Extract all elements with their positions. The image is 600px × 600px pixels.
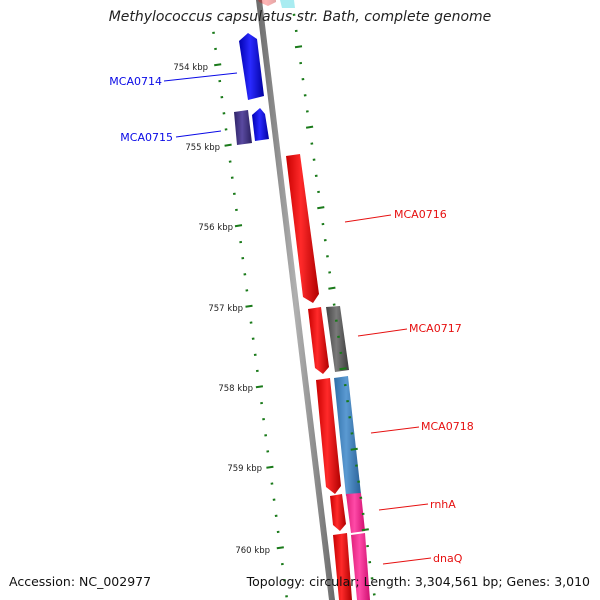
accession-text: Accession: NC_002977 (9, 574, 152, 589)
left-scale-major-tick (214, 63, 222, 67)
tick-marks-right (292, 13, 376, 596)
right-scale-major-tick (294, 45, 303, 49)
gene-arrow-mca0718[interactable] (316, 378, 341, 494)
tick-label-755kbp: 755 kbp (185, 143, 220, 153)
genome-title: Methylococcus capsulatus str. Bath, comp… (108, 9, 492, 25)
gene-label-mca0717[interactable]: MCA0717 (409, 322, 462, 335)
tick-label-754kbp: 754 kbp (173, 63, 208, 73)
right-scale-major-tick (361, 528, 369, 532)
right-scale-major-tick (317, 206, 325, 210)
gene-arrow-mca0718-steelblue[interactable] (334, 376, 361, 496)
right-scale-major-tick (350, 447, 358, 451)
gene-label-mca0716[interactable]: MCA0716 (394, 208, 447, 221)
gene-arrow-mca0715-purple[interactable] (234, 110, 252, 145)
left-scale-major-tick (266, 465, 274, 469)
label-line-mca0717 (357, 328, 408, 337)
left-scale-major-tick (255, 385, 264, 389)
gene-arrow-mca0715[interactable] (252, 108, 269, 141)
right-scale-major-tick (328, 286, 336, 290)
gene-arrow-rnha[interactable] (330, 494, 346, 531)
right-scale-major-tick (339, 367, 347, 371)
gene-label-rnha[interactable]: rnhA (430, 498, 456, 511)
label-line-mca0714 (163, 72, 238, 82)
gene-arrow-mca0717[interactable] (308, 307, 329, 374)
gene-arrow-rnha-pink[interactable] (346, 493, 365, 533)
gene-arrow-dnaq[interactable] (333, 533, 352, 600)
gene-label-mca0714[interactable]: MCA0714 (109, 75, 162, 88)
tick-label-760kbp: 760 kbp (235, 546, 270, 556)
gene-arrow-mca0714[interactable] (239, 33, 264, 100)
gene-arrow-partial-top-cyan (280, 0, 295, 8)
gene-arrow-dnaq-pink[interactable] (351, 533, 370, 600)
left-scale-major-tick (245, 304, 253, 308)
label-line-mca0715 (175, 130, 222, 138)
label-line-dnaq (382, 557, 432, 565)
label-line-mca0718 (370, 426, 420, 434)
tick-label-756kbp: 756 kbp (198, 223, 233, 233)
right-scale-major-tick (305, 125, 314, 129)
gene-label-mca0718[interactable]: MCA0718 (421, 420, 474, 433)
genome-summary-text: Topology: circular; Length: 3,304,561 bp… (246, 574, 590, 589)
tick-marks-left (212, 31, 288, 598)
genome-backbone (256, 0, 335, 600)
gene-label-mca0715[interactable]: MCA0715 (120, 131, 173, 144)
left-scale-major-tick (234, 224, 243, 228)
left-scale-major-tick (224, 143, 232, 147)
tick-label-758kbp: 758 kbp (218, 384, 253, 394)
label-line-mca0716 (344, 214, 392, 223)
tick-label-759kbp: 759 kbp (227, 464, 262, 474)
gene-arrow-mca0717-gray[interactable] (326, 306, 349, 372)
gene-arrow-partial-top-red (258, 0, 276, 6)
label-line-rnha (378, 503, 429, 511)
left-scale-major-tick (276, 546, 284, 550)
tick-label-757kbp: 757 kbp (208, 304, 243, 314)
gene-arrow-mca0716[interactable] (286, 154, 319, 303)
gene-label-dnaq[interactable]: dnaQ (433, 552, 463, 565)
